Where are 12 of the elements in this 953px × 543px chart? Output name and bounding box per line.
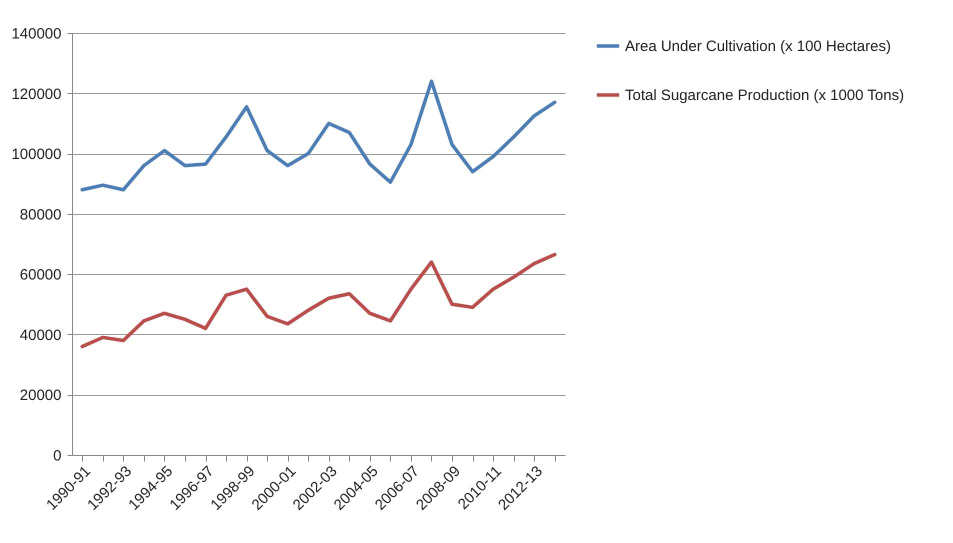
- line-series: [80, 252, 556, 348]
- legend-label: Total Sugarcane Production (x 1000 Tons): [625, 87, 904, 104]
- y-tick-label: 60000: [20, 266, 62, 284]
- legend-label: Area Under Cultivation (x 100 Hectares): [625, 38, 891, 55]
- y-tick-label: 140000: [11, 26, 62, 42]
- y-tick-label: 40000: [20, 326, 62, 344]
- y-tick-label: 0: [53, 448, 62, 464]
- line-series: [80, 79, 556, 192]
- y-tick-label: 100000: [11, 146, 62, 164]
- y-tick-label: 80000: [20, 206, 62, 224]
- y-tick-label: 120000: [11, 86, 62, 103]
- y-tick-label: 20000: [20, 387, 62, 404]
